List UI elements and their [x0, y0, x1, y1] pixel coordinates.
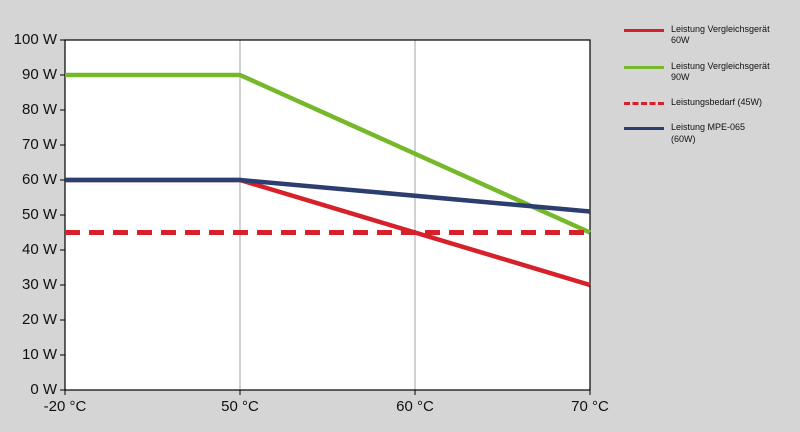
- x-axis-label: -20 °C: [43, 398, 87, 415]
- x-axis-label: 60 °C: [396, 398, 434, 415]
- y-axis-label: 0 W: [30, 381, 57, 398]
- y-axis-label: 40 W: [21, 241, 57, 258]
- x-axis-label: 50 °C: [221, 398, 259, 415]
- series-line-3: [65, 177, 591, 214]
- legend-label: Leistung Vergleichsgerät 90W: [671, 60, 770, 82]
- series-line-1: [65, 72, 591, 235]
- y-axis-label: 50 W: [21, 206, 57, 223]
- legend-entry-2: Leistungsbedarf (45W): [624, 97, 794, 108]
- x-axis-label: 70 °C: [571, 398, 609, 415]
- plot-area: [65, 40, 590, 390]
- y-axis-label: 60 W: [21, 171, 57, 188]
- legend-label: Leistung Vergleichsgerät 60W: [671, 24, 770, 46]
- y-axis-label: 20 W: [21, 311, 57, 328]
- legend-entry-1: Leistung Vergleichsgerät 90W: [624, 61, 794, 84]
- y-axis-label: 80 W: [21, 101, 57, 118]
- y-axis-label: 100 W: [13, 31, 57, 48]
- legend-label: Leistung MPE-065 (60W): [671, 122, 746, 144]
- legend-swatch-icon: [624, 65, 664, 69]
- y-axis-label: 90 W: [21, 66, 57, 83]
- legend-entry-0: Leistung Vergleichsgerät 60W: [624, 24, 794, 47]
- legend-swatch-icon: [624, 29, 664, 32]
- legend-entry-3: Leistung MPE-065 (60W): [624, 122, 794, 145]
- y-axis-label: 30 W: [21, 276, 57, 293]
- y-axis-label: 70 W: [21, 136, 57, 153]
- y-axis-label: 10 W: [21, 346, 57, 363]
- legend-swatch-icon: [624, 127, 664, 131]
- legend-swatch-icon: [624, 102, 664, 105]
- legend-label: Leistungsbedarf (45W): [671, 97, 763, 107]
- chart-legend: Leistung Vergleichsgerät 60W Leistung Ver…: [624, 24, 794, 159]
- plot-border: [64, 39, 591, 391]
